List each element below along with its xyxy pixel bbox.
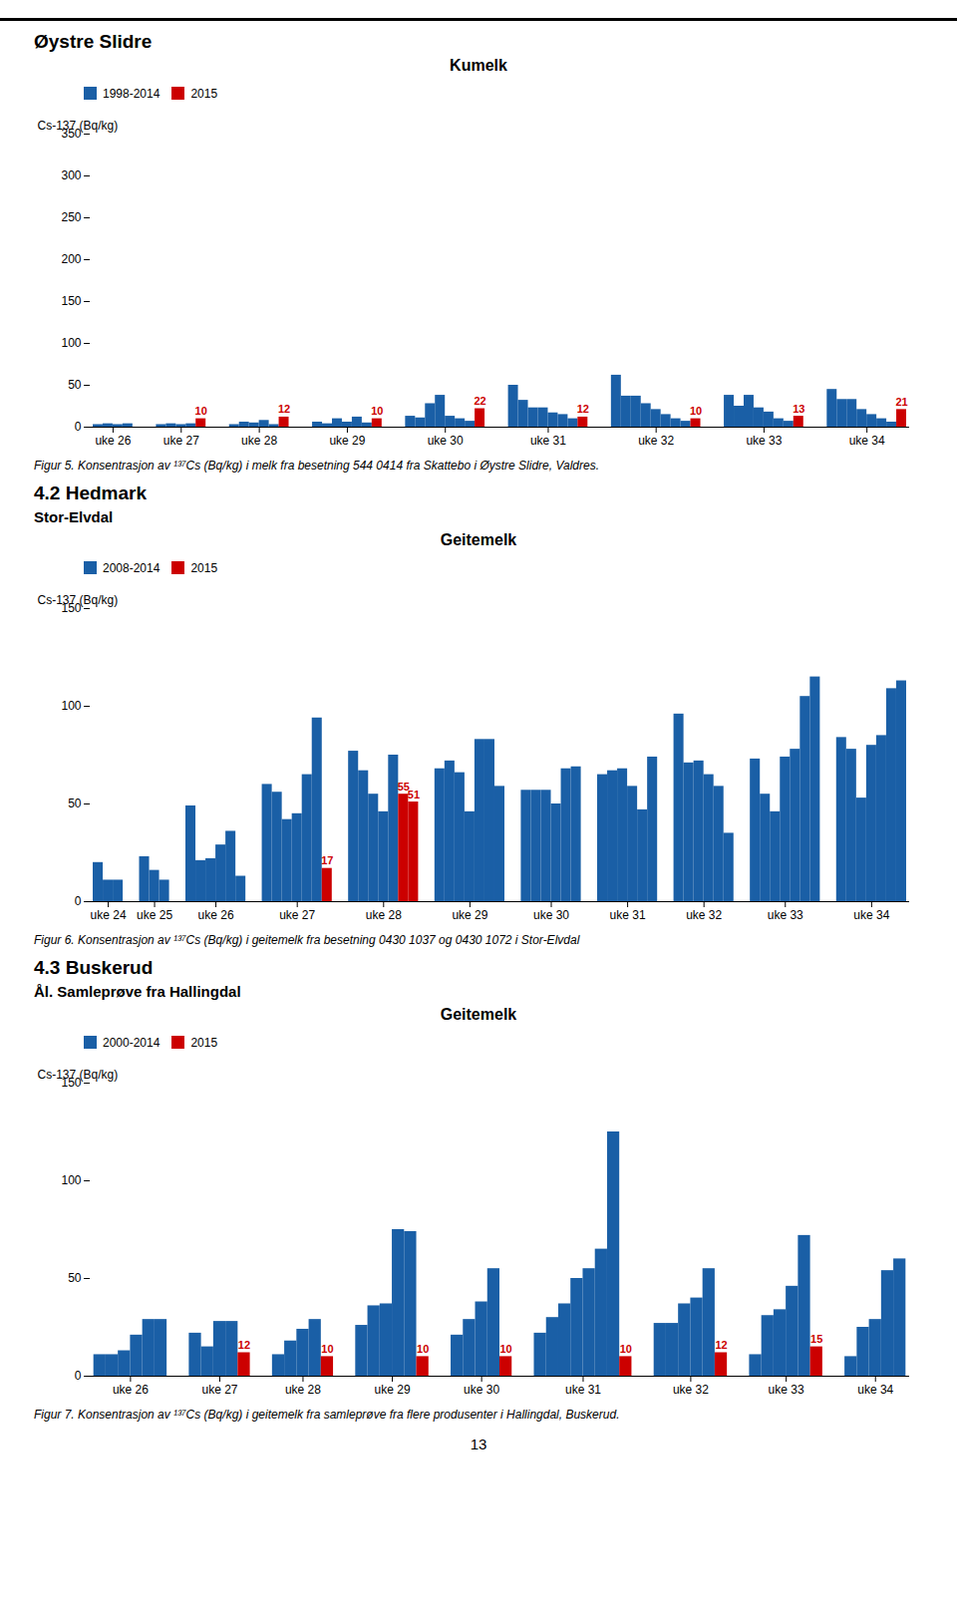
svg-text:uke 32: uke 32: [685, 908, 722, 923]
svg-text:uke 26: uke 26: [112, 1382, 149, 1397]
svg-text:12: 12: [238, 1338, 251, 1351]
svg-text:250: 250: [60, 210, 81, 225]
svg-text:Cs-137 (Bq/kg): Cs-137 (Bq/kg): [37, 1067, 119, 1082]
svg-text:12: 12: [278, 402, 291, 415]
svg-text:uke 24: uke 24: [90, 908, 127, 923]
svg-text:uke 28: uke 28: [241, 433, 278, 448]
svg-text:uke 27: uke 27: [201, 1382, 238, 1397]
svg-text:uke 29: uke 29: [374, 1382, 411, 1397]
svg-text:10: 10: [370, 404, 383, 417]
html-text:Kumelk: Kumelk: [449, 56, 508, 74]
svg-text:22: 22: [473, 394, 486, 407]
html-text:Geitemelk: Geitemelk: [440, 1005, 517, 1023]
svg-text:10: 10: [689, 404, 702, 417]
svg-text:300: 300: [60, 168, 81, 183]
svg-text:50: 50: [67, 1271, 82, 1285]
svg-text:uke 33: uke 33: [767, 908, 804, 923]
svg-text:10: 10: [499, 1342, 512, 1355]
svg-text:uke 33: uke 33: [745, 433, 782, 448]
svg-text:0: 0: [74, 419, 82, 434]
svg-text:50: 50: [67, 377, 82, 392]
html-text:1998-2014: 1998-2014: [102, 86, 160, 101]
html-text:13: 13: [470, 1435, 487, 1453]
svg-text:17: 17: [320, 854, 333, 867]
html-text:2015: 2015: [190, 86, 218, 101]
svg-text:12: 12: [714, 1338, 727, 1351]
svg-text:Cs-137 (Bq/kg): Cs-137 (Bq/kg): [37, 593, 119, 608]
svg-text:10: 10: [195, 404, 208, 417]
svg-text:uke 27: uke 27: [163, 433, 200, 448]
svg-text:350: 350: [61, 126, 82, 141]
svg-text:uke 26: uke 26: [94, 433, 131, 448]
svg-text:10: 10: [620, 1342, 633, 1355]
svg-text:uke 33: uke 33: [768, 1382, 805, 1397]
svg-text:0: 0: [74, 894, 82, 909]
html-text:Geitemelk: Geitemelk: [440, 531, 517, 549]
html-text:2008-2014: 2008-2014: [102, 560, 160, 575]
svg-text:15: 15: [810, 1332, 823, 1345]
svg-text:uke 34: uke 34: [849, 433, 886, 448]
svg-text:uke 25: uke 25: [136, 908, 173, 923]
svg-text:100: 100: [60, 335, 81, 350]
svg-text:150: 150: [61, 1075, 82, 1090]
svg-text:uke 34: uke 34: [853, 908, 890, 923]
svg-text:uke 30: uke 30: [463, 1382, 500, 1397]
svg-text:10: 10: [320, 1342, 333, 1355]
svg-text:uke 29: uke 29: [451, 908, 488, 923]
html-text:Figur 6. Konsentrasjon av ¹³⁷C: Figur 6. Konsentrasjon av ¹³⁷Cs (Bq/kg) …: [33, 933, 580, 948]
html-text:4.2 Hedmark: 4.2 Hedmark: [33, 482, 147, 504]
svg-text:12: 12: [577, 402, 590, 415]
svg-text:0: 0: [74, 1368, 82, 1383]
html-text:2000-2014: 2000-2014: [102, 1035, 160, 1050]
svg-text:50: 50: [67, 796, 82, 811]
svg-text:uke 28: uke 28: [285, 1382, 321, 1397]
svg-text:uke 28: uke 28: [365, 908, 402, 923]
svg-text:150: 150: [60, 294, 81, 309]
svg-text:200: 200: [60, 252, 81, 267]
svg-text:uke 32: uke 32: [672, 1382, 709, 1397]
svg-text:150: 150: [61, 601, 82, 616]
svg-text:uke 31: uke 31: [565, 1382, 602, 1397]
svg-text:uke 31: uke 31: [530, 433, 567, 448]
html-text:Figur 7. Konsentrasjon av ¹³⁷C: Figur 7. Konsentrasjon av ¹³⁷Cs (Bq/kg) …: [33, 1407, 620, 1422]
html-text:2015: 2015: [190, 1035, 218, 1050]
html-text:Øystre Slidre: Øystre Slidre: [33, 30, 152, 52]
svg-text:uke 29: uke 29: [328, 433, 365, 448]
svg-text:21: 21: [895, 395, 908, 408]
svg-text:13: 13: [792, 402, 805, 415]
svg-text:uke 30: uke 30: [533, 908, 570, 923]
svg-text:55: 55: [397, 780, 410, 793]
svg-text:uke 31: uke 31: [610, 908, 646, 923]
svg-text:uke 27: uke 27: [279, 908, 316, 923]
html-text:Figur 5. Konsentrasjon av ¹³⁷C: Figur 5. Konsentrasjon av ¹³⁷Cs (Bq/kg) …: [33, 458, 600, 473]
html-text:2015: 2015: [190, 560, 218, 575]
svg-text:100: 100: [60, 698, 81, 713]
svg-text:51: 51: [407, 788, 420, 801]
html-text:Ål. Samleprøve fra Hallingdal: Ål. Samleprøve fra Hallingdal: [33, 982, 241, 1000]
html-text:Stor-Elvdal: Stor-Elvdal: [33, 508, 113, 526]
svg-text:10: 10: [416, 1342, 429, 1355]
svg-text:uke 32: uke 32: [638, 433, 674, 448]
svg-text:100: 100: [60, 1173, 81, 1188]
svg-text:Cs-137 (Bq/kg): Cs-137 (Bq/kg): [37, 118, 119, 133]
svg-text:uke 30: uke 30: [427, 433, 464, 448]
svg-text:uke 34: uke 34: [857, 1382, 894, 1397]
html-text:4.3 Buskerud: 4.3 Buskerud: [33, 957, 153, 978]
svg-text:uke 26: uke 26: [198, 908, 235, 923]
